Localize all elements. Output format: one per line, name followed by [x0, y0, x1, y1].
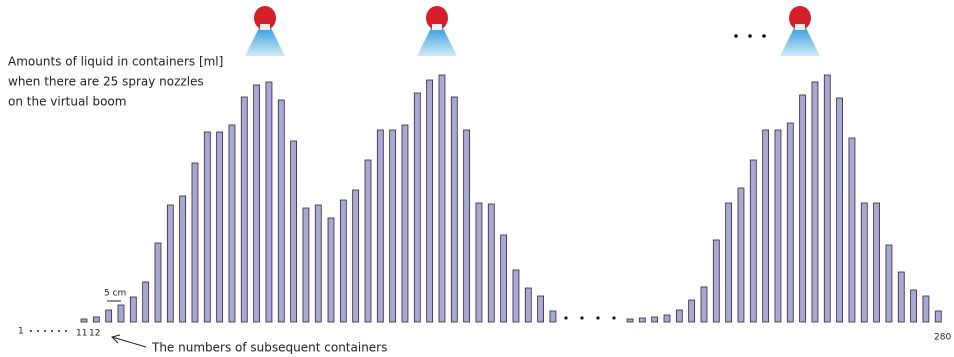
container-bar — [277, 99, 285, 323]
container-bar — [848, 137, 856, 323]
container-number: 1 — [18, 327, 24, 337]
container-bar — [487, 203, 495, 323]
container-bar — [179, 195, 187, 323]
container-bar — [352, 189, 360, 323]
container-number: 280 — [934, 333, 951, 343]
container-bar — [376, 129, 384, 323]
container-bar — [216, 131, 224, 323]
container-bar — [450, 96, 458, 323]
container-bar — [290, 140, 298, 323]
container-bar — [401, 124, 409, 323]
container-bar — [749, 159, 757, 323]
container-bar — [651, 316, 659, 323]
caption-line: when there are 25 spray nozzles — [8, 75, 204, 89]
container-bar — [836, 97, 844, 323]
container-bar — [166, 204, 174, 323]
number-dots — [30, 330, 67, 332]
ellipsis-dots — [734, 34, 766, 38]
container-bar — [191, 162, 199, 323]
container-bar — [799, 94, 807, 323]
container-bar — [786, 122, 794, 323]
container-bar — [725, 202, 733, 323]
container-bar — [897, 271, 905, 323]
container-bar — [700, 286, 708, 323]
container-bar — [524, 287, 532, 323]
container-bar — [327, 217, 335, 323]
nozzle — [245, 6, 285, 56]
container-bar — [860, 202, 868, 323]
arrow-note: The numbers of subsequent containers — [151, 341, 387, 355]
container-bar — [475, 202, 483, 323]
caption-line: Amounts of liquid in containers [ml] — [8, 55, 223, 69]
container-bar — [302, 207, 310, 323]
container-bar — [762, 129, 770, 323]
container-bar — [117, 304, 125, 323]
container-bar — [549, 310, 557, 323]
container-bar — [626, 318, 634, 323]
container-bar — [823, 74, 831, 323]
container-bar — [314, 204, 322, 323]
container-bar — [922, 295, 930, 323]
scale-label: 5 cm — [104, 289, 126, 299]
container-number: 12 — [89, 329, 100, 339]
gap-dots — [564, 316, 616, 320]
container-bar — [426, 79, 434, 323]
container-bar — [228, 124, 236, 323]
container-number: 11 — [76, 329, 87, 339]
arrow — [111, 334, 147, 348]
container-bar — [512, 269, 520, 323]
container-bar — [873, 202, 880, 323]
container-bar — [774, 129, 782, 323]
container-bar — [438, 74, 446, 323]
container-bar — [339, 199, 347, 323]
container-bar — [105, 309, 113, 323]
container-bar — [663, 314, 671, 323]
container-bar — [712, 239, 720, 323]
container-bar — [129, 296, 137, 323]
container-bar — [885, 244, 893, 323]
container-bar — [500, 234, 508, 323]
container-bar — [811, 81, 819, 323]
container-bar — [910, 289, 917, 323]
container-bar — [638, 317, 646, 323]
container-bar — [265, 81, 273, 323]
container-bar — [413, 92, 421, 323]
container-bar — [675, 309, 683, 323]
container-bar — [154, 242, 162, 323]
bars — [80, 74, 942, 323]
nozzle — [417, 6, 457, 56]
container-bar — [364, 159, 372, 323]
container-bar — [253, 84, 261, 323]
nozzles — [245, 6, 820, 56]
container-bar — [463, 129, 471, 323]
container-bar — [142, 281, 150, 323]
caption-line: on the virtual boom — [8, 95, 126, 109]
container-bar — [688, 299, 696, 323]
container-bar — [80, 318, 88, 323]
nozzle — [780, 6, 820, 56]
container-bar — [203, 131, 211, 323]
container-bar — [389, 129, 397, 323]
container-bar — [240, 96, 248, 323]
container-bar — [537, 295, 545, 323]
container-bar — [92, 316, 100, 323]
container-bar — [737, 187, 745, 323]
container-bar — [934, 310, 942, 323]
